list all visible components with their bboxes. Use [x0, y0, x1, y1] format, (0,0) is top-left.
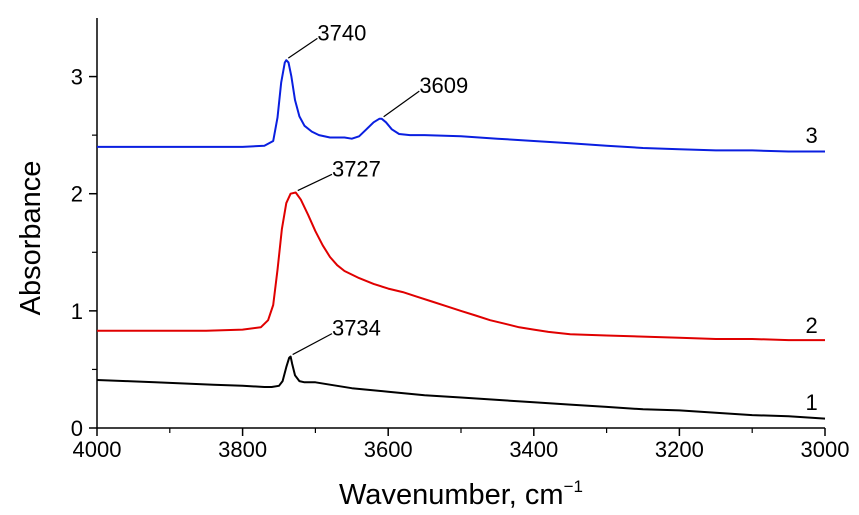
- annotation-layer: 3740 3609 3727 3734 3 2 1: [287, 20, 818, 415]
- y-tick-label: 1: [71, 299, 83, 324]
- y-tick-label: 0: [71, 416, 83, 441]
- annotation-label: 3734: [332, 316, 381, 341]
- y-tick-label: 2: [71, 182, 83, 207]
- y-tick-label: 3: [71, 65, 83, 90]
- series-line-2: [97, 191, 825, 342]
- curve-label: 3: [805, 123, 817, 148]
- x-axis-title-main: Wavenumber, cm: [339, 479, 564, 510]
- annotation-label: 3740: [317, 20, 366, 45]
- x-tick-label: 3400: [509, 437, 558, 462]
- annotation-leader: [292, 333, 333, 356]
- x-axis-title-superscript: −1: [564, 477, 583, 496]
- x-tick-label: 3000: [801, 437, 850, 462]
- series-line-3: [97, 59, 825, 153]
- x-tick-label: 4000: [73, 437, 122, 462]
- curve-label: 2: [805, 313, 817, 338]
- series-line-1: [96, 355, 826, 420]
- curve-label: 1: [805, 390, 817, 415]
- annotation-label: 3727: [332, 156, 381, 181]
- annotation-label: 3609: [419, 73, 468, 98]
- axes-layer: 4000 3800 3600 3400 3200 3000 0 1 2 3: [71, 18, 850, 462]
- x-axis-title: Wavenumber, cm−1: [339, 477, 583, 510]
- x-tick-label: 3200: [655, 437, 704, 462]
- annotation-leader: [383, 90, 420, 118]
- annotation-leader: [297, 173, 333, 192]
- y-axis-title: Absorbance: [15, 161, 47, 316]
- series-layer: [96, 59, 826, 420]
- annotation-leader: [287, 37, 318, 59]
- x-tick-label: 3600: [364, 437, 413, 462]
- x-tick-label: 3800: [218, 437, 267, 462]
